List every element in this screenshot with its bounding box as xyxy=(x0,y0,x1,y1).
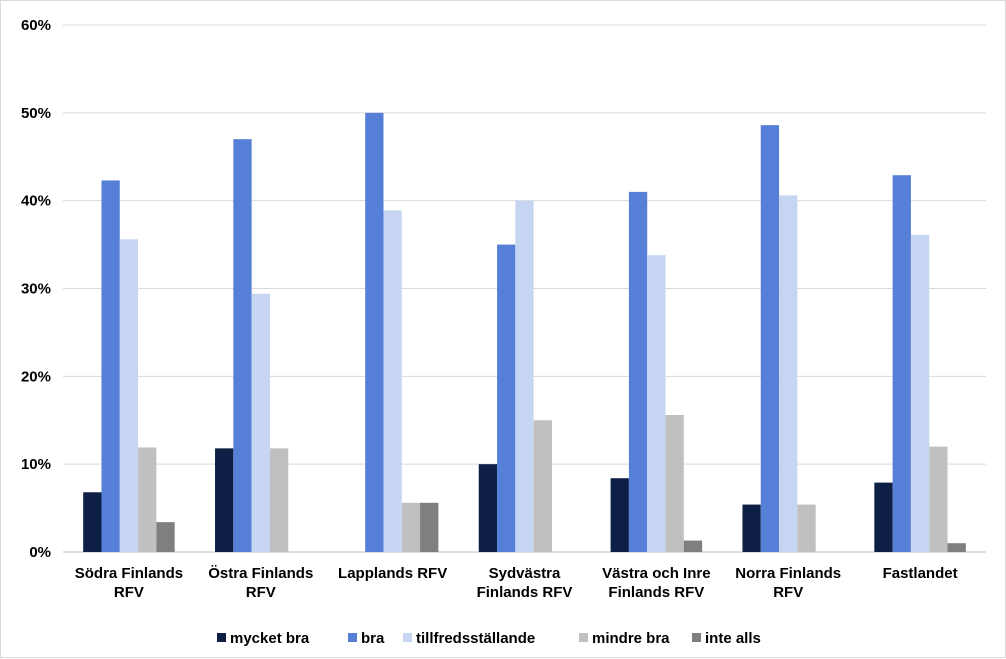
y-tick-label: 40% xyxy=(21,193,51,210)
y-tick-label: 60% xyxy=(21,17,51,34)
bar xyxy=(233,139,252,552)
legend-label: mycket bra xyxy=(230,630,310,647)
bar xyxy=(83,492,102,552)
legend-swatch xyxy=(403,633,412,642)
bar xyxy=(383,210,402,552)
bar xyxy=(647,255,666,552)
x-tick-label: Östra Finlands RFV xyxy=(208,565,313,601)
legend-swatch xyxy=(579,633,588,642)
x-tick-label: Fastlandet xyxy=(883,565,958,582)
y-tick-label: 20% xyxy=(21,368,51,385)
legend-label: inte alls xyxy=(705,630,761,647)
bar xyxy=(683,540,703,552)
bars xyxy=(83,112,966,553)
legend: mycket bra bra tillfredsställande mindre br… xyxy=(217,630,761,647)
bar xyxy=(251,293,270,552)
bar xyxy=(138,447,157,552)
x-tick-label: Norra Finlands RFV xyxy=(735,565,841,601)
bar xyxy=(101,180,120,552)
legend-label: bra xyxy=(361,630,385,647)
x-tick-label: Lapplands RFV xyxy=(338,565,447,582)
bar xyxy=(892,175,911,552)
x-tick-label: Sydvästra Finlands RFV xyxy=(477,565,573,601)
bar xyxy=(797,504,816,552)
bar xyxy=(760,125,780,552)
bar xyxy=(929,446,948,552)
x-tick-label: Västra och Inre Finlands RFV xyxy=(602,565,710,601)
legend-label: tillfredsställande xyxy=(416,630,535,647)
bar xyxy=(401,502,421,552)
legend-swatch xyxy=(217,633,226,642)
x-axis: Södra Finlands RFV Östra Finlands RFV Lappla… xyxy=(75,565,958,601)
bar xyxy=(533,420,552,552)
bar xyxy=(665,414,684,552)
bar xyxy=(156,522,175,552)
bar xyxy=(779,195,798,552)
y-tick-label: 0% xyxy=(29,544,51,561)
bar xyxy=(420,502,439,552)
bar xyxy=(874,482,893,552)
bar xyxy=(365,112,384,552)
bar xyxy=(497,244,516,553)
bar xyxy=(947,543,966,552)
bar xyxy=(269,448,289,552)
y-tick-label: 50% xyxy=(21,105,51,122)
bar xyxy=(215,448,234,552)
legend-swatch xyxy=(692,633,701,642)
bar xyxy=(610,478,629,552)
y-tick-label: 30% xyxy=(21,281,51,298)
bar xyxy=(515,200,534,552)
y-axis: 0% 10% 20% 30% 40% 50% 60% xyxy=(21,17,51,561)
legend-label: mindre bra xyxy=(592,630,670,647)
x-tick-label: Södra Finlands RFV xyxy=(75,565,183,601)
bar xyxy=(910,234,930,552)
bar xyxy=(478,464,498,552)
bar xyxy=(628,191,648,552)
bar xyxy=(119,239,139,552)
bar xyxy=(742,504,761,552)
legend-swatch xyxy=(348,633,357,642)
y-tick-label: 10% xyxy=(21,456,51,473)
